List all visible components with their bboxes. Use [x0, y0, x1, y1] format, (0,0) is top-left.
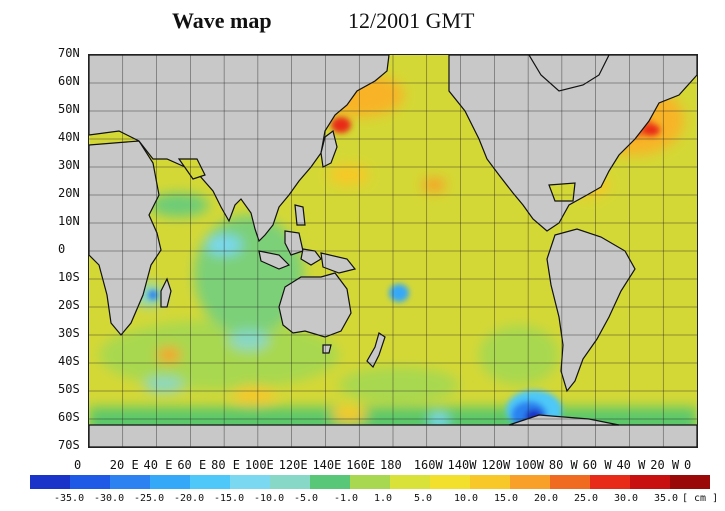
colorbar-label: 10.0 — [454, 493, 479, 504]
colorbar-label: -35.0 — [54, 493, 85, 504]
latitude-label: 20N — [58, 186, 80, 200]
colorbar-swatch — [430, 475, 470, 489]
longitude-label: 0 — [684, 458, 692, 472]
colorbar-label: 15.0 — [494, 493, 519, 504]
colorbar-swatch — [510, 475, 550, 489]
title-bar: Wave map 12/2001 GMT — [0, 4, 725, 38]
latitude-label: 70N — [58, 46, 80, 60]
longitude-label: 60 W — [582, 458, 612, 472]
longitude-label: 100E — [244, 458, 274, 472]
colorbar-label: 20.0 — [534, 493, 559, 504]
colorbar-swatch — [310, 475, 350, 489]
colorbar-swatch — [150, 475, 190, 489]
longitude-label: 140E — [312, 458, 342, 472]
longitude-label: 40 E — [143, 458, 173, 472]
longitude-label: 140W — [447, 458, 477, 472]
colorbar-swatch — [350, 475, 390, 489]
longitude-label: 180 — [380, 458, 402, 472]
colorbar-swatch — [110, 475, 150, 489]
colorbar-swatch — [670, 475, 710, 489]
latitude-label: 30N — [58, 158, 80, 172]
map-date: 12/2001 GMT — [348, 8, 475, 33]
latitude-label: 60S — [58, 410, 80, 424]
colorbar-swatch — [550, 475, 590, 489]
colorbar-label: -25.0 — [134, 493, 165, 504]
longitude-label: 160E — [346, 458, 376, 472]
colorbar-swatch — [190, 475, 230, 489]
latitude-label: 10S — [58, 270, 80, 284]
graticule — [89, 55, 697, 447]
latitude-label: 10N — [58, 214, 80, 228]
longitude-label: 160W — [413, 458, 443, 472]
colorbar-label: -10.0 — [254, 493, 285, 504]
colorbar-label: -5.0 — [294, 493, 319, 504]
longitude-label: 80 E — [211, 458, 241, 472]
latitude-label: 20S — [58, 298, 80, 312]
latitude-label: 70S — [58, 438, 80, 452]
colorbar-swatch — [390, 475, 430, 489]
latitude-label: 50N — [58, 102, 80, 116]
latitude-label: 50S — [58, 382, 80, 396]
longitude-label: 40 W — [616, 458, 646, 472]
latitude-label: 30S — [58, 326, 80, 340]
map-canvas — [89, 55, 697, 447]
colorbar-label: -15.0 — [214, 493, 245, 504]
colorbar-swatch — [630, 475, 670, 489]
colorbar-swatch — [470, 475, 510, 489]
colorbar-label: 1.0 — [374, 493, 393, 504]
longitude-label: 0 — [74, 458, 82, 472]
latitude-label: 0 — [58, 242, 66, 256]
longitude-label: 20 E — [109, 458, 139, 472]
longitude-label: 80 W — [548, 458, 578, 472]
colorbar-swatch — [30, 475, 70, 489]
colorbar-label: 5.0 — [414, 493, 433, 504]
landmasses — [89, 55, 697, 447]
colorbar-unit: [ cm ] — [682, 493, 719, 504]
wave-map — [88, 54, 698, 448]
colorbar-swatch — [590, 475, 630, 489]
longitude-label: 120W — [481, 458, 511, 472]
colorbar-swatch — [270, 475, 310, 489]
longitude-label: 60 E — [177, 458, 207, 472]
latitude-label: 40N — [58, 130, 80, 144]
colorbar-label: -20.0 — [174, 493, 205, 504]
longitude-label: 120E — [278, 458, 308, 472]
map-title: Wave map — [172, 8, 272, 33]
longitude-label: 100W — [515, 458, 545, 472]
latitude-label: 40S — [58, 354, 80, 368]
longitude-label: 20 W — [650, 458, 680, 472]
colorbar-label: -1.0 — [334, 493, 359, 504]
colorbar-label: 30.0 — [614, 493, 639, 504]
colorbar-swatch — [70, 475, 110, 489]
colorbar-label: 25.0 — [574, 493, 599, 504]
colorbar-label: -30.0 — [94, 493, 125, 504]
colorbar — [30, 475, 710, 489]
latitude-label: 60N — [58, 74, 80, 88]
colorbar-label: 35.0 — [654, 493, 679, 504]
colorbar-swatch — [230, 475, 270, 489]
